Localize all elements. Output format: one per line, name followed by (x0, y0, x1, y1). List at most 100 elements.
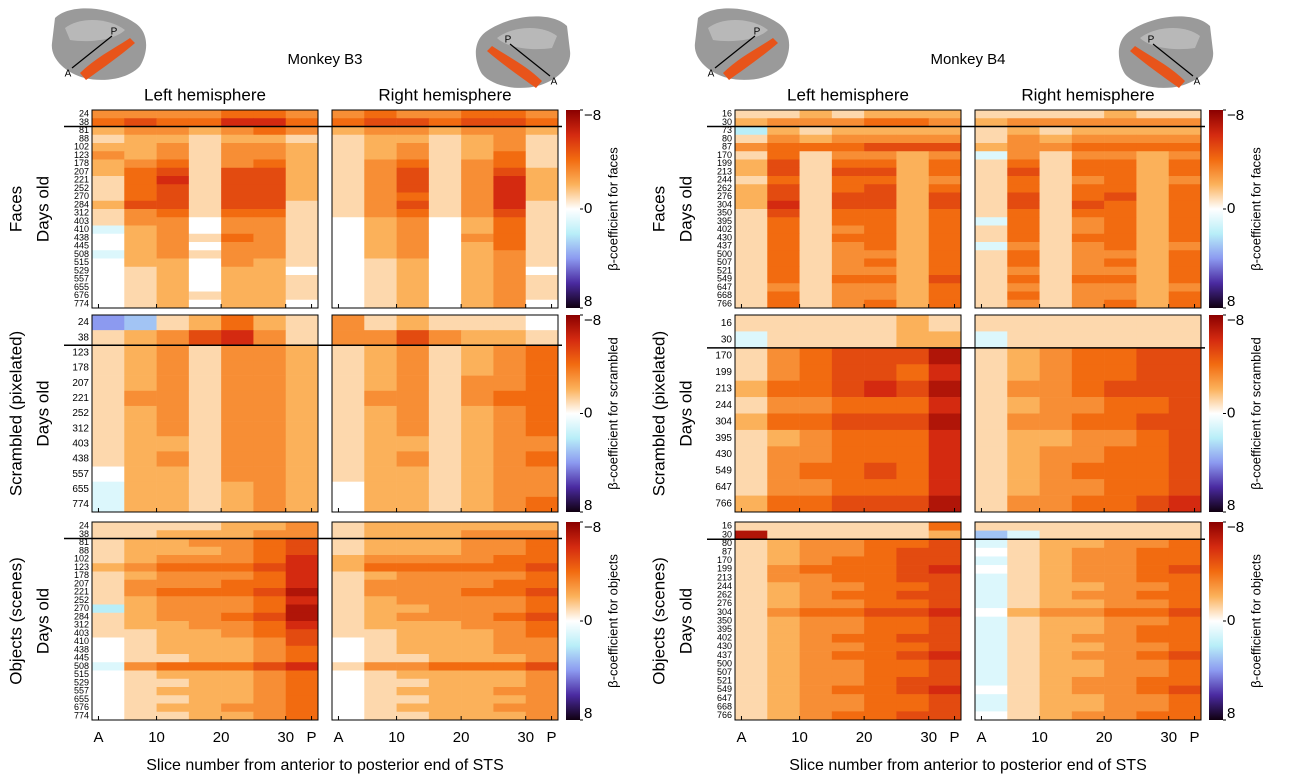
heatmap-cell (364, 629, 397, 638)
heatmap-cell (461, 421, 494, 437)
heatmap-cell (864, 167, 897, 177)
heatmap-cell (364, 134, 397, 144)
heatmap-cell (124, 571, 157, 581)
heatmap-cell (156, 345, 190, 361)
heatmap-cell (864, 582, 897, 592)
heatmap-cell (124, 184, 157, 193)
heatmap-cell (428, 167, 462, 177)
heatmap-cell (831, 590, 865, 600)
heatmap-cell (928, 266, 962, 276)
heatmap-cell (396, 360, 430, 376)
heatmap-cell (461, 258, 494, 268)
heatmap-cell (1136, 110, 1170, 119)
heatmap-cell (493, 167, 527, 177)
heatmap-cell (428, 233, 462, 243)
heatmap-cell (221, 579, 254, 589)
heatmap-cell (364, 612, 397, 622)
heatmap-cell (92, 530, 125, 539)
heatmap-cell (221, 345, 254, 361)
heatmap-cell (975, 651, 1008, 661)
heatmap-cell (188, 209, 222, 218)
heatmap-cell (285, 159, 319, 169)
heatmap-cell (461, 563, 494, 572)
heatmap-cell (799, 291, 833, 301)
day-label: 213 (717, 166, 732, 176)
day-label: 668 (717, 701, 732, 711)
heatmap-cell (1168, 446, 1202, 464)
heatmap-cell (928, 413, 962, 431)
heatmap-cell (124, 217, 157, 226)
panel-frame (331, 521, 559, 721)
heatmap-cell (1136, 659, 1170, 669)
heatmap-cell (767, 599, 800, 609)
heatmap-cell (1168, 258, 1202, 268)
y-axis-label: Days old (33, 176, 52, 242)
heatmap-cell (975, 134, 1008, 144)
heatmap-cell (253, 126, 287, 136)
heatmap-cell (124, 143, 157, 152)
heatmap-cell (221, 242, 254, 251)
heatmap-cell (735, 702, 768, 712)
heatmap-cell (1168, 479, 1202, 496)
heatmap-cell (92, 192, 125, 202)
heatmap-cell (831, 608, 865, 617)
heatmap-cell (896, 233, 930, 243)
day-label: 676 (74, 290, 89, 300)
heatmap-cell (896, 397, 930, 414)
heatmap-cell (332, 390, 365, 407)
heatmap-cell (92, 159, 125, 169)
heatmap-cell (1039, 167, 1073, 177)
heatmap-cell (767, 625, 800, 635)
heatmap-cell (831, 616, 865, 626)
heatmap-cell (364, 299, 397, 309)
heatmap-cell (525, 315, 559, 331)
heatmap-cell (428, 678, 462, 688)
heatmap-cell (525, 612, 559, 622)
brain-icon (475, 16, 571, 88)
heatmap-cell (332, 637, 365, 647)
colorbar-tick-label: −8 (584, 107, 601, 124)
heatmap-cell (461, 695, 494, 704)
heatmap-cell (124, 451, 157, 467)
heatmap-cell (1136, 233, 1170, 243)
heatmap-cell (332, 546, 365, 556)
heatmap-cell (735, 159, 768, 169)
brain-label: A (708, 69, 715, 80)
heatmap-cell (1104, 702, 1137, 712)
heatmap-cell (493, 546, 527, 556)
heatmap-cell (831, 380, 865, 398)
heatmap-cell (156, 126, 190, 136)
heatmap-cell (896, 539, 930, 549)
heatmap-cell (928, 668, 962, 678)
heatmap-cell (156, 670, 190, 680)
heatmap-cell (156, 159, 190, 169)
heatmap-cell (188, 654, 222, 663)
heatmap-cell (1104, 143, 1137, 152)
heatmap-cell (735, 565, 768, 574)
heatmap-cell (1071, 192, 1105, 202)
heatmap-cell (1007, 209, 1040, 218)
heatmap-cell (896, 668, 930, 678)
heatmap-cell (332, 250, 365, 259)
heatmap-cell (428, 588, 462, 597)
heatmap-cell (493, 596, 527, 605)
heatmap-cell (364, 678, 397, 688)
heatmap-cell (493, 291, 527, 301)
heatmap-cell (221, 546, 254, 556)
heatmap-cell (221, 233, 254, 243)
heatmap-cell (221, 126, 254, 136)
heatmap-cell (1168, 659, 1202, 669)
heatmap-cell (767, 242, 800, 251)
heatmap-cell (831, 547, 865, 557)
heatmap-cell (831, 134, 865, 144)
heatmap-cell (428, 390, 462, 407)
heatmap-cell (124, 330, 157, 346)
day-label: 178 (72, 363, 89, 374)
heatmap-cell (928, 250, 962, 259)
heatmap-cell (396, 604, 430, 614)
heatmap-cell (364, 555, 397, 564)
day-label: 178 (74, 570, 89, 580)
heatmap-cell (221, 687, 254, 696)
day-label: 507 (717, 667, 732, 677)
heatmap-cell (896, 556, 930, 566)
